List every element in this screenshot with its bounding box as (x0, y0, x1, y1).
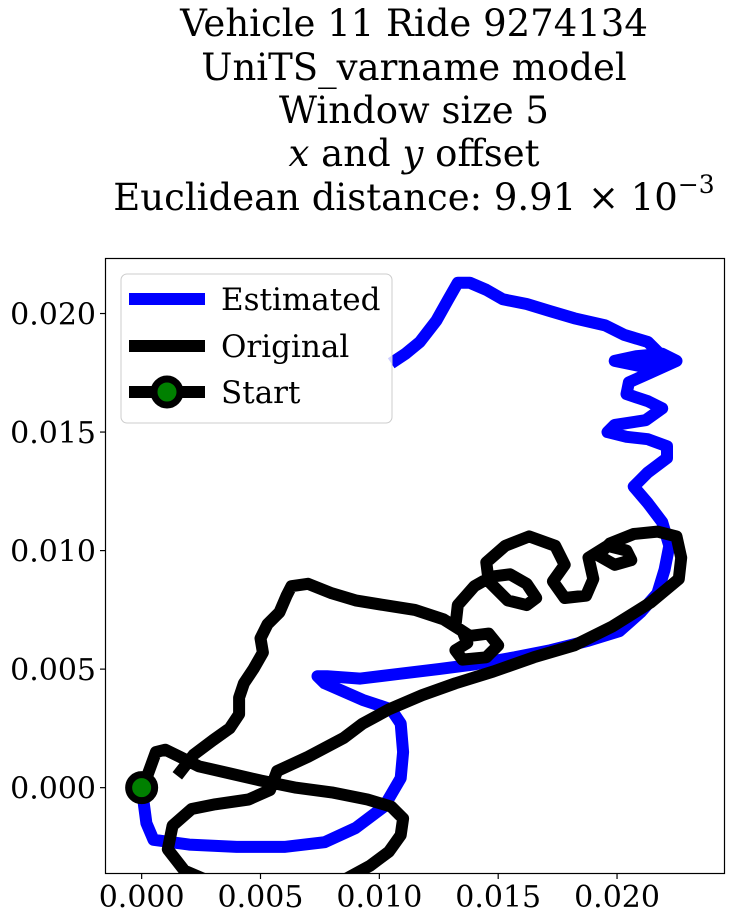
legend-box (120, 273, 393, 424)
title-offset: offset (423, 132, 539, 175)
series-layer (125, 276, 688, 873)
x-tick-label: 0.020 (574, 880, 660, 915)
legend-start-marker (150, 375, 184, 409)
x-tick-label: 0.005 (218, 880, 304, 915)
title-line-1: Vehicle 11 Ride 9274134 (179, 2, 648, 45)
y-axis: 0.000 0.005 0.010 0.015 0.020 (10, 298, 106, 807)
title-y-var: y (401, 132, 425, 175)
x-tick-label: 0.010 (336, 880, 422, 915)
y-tick-label: 0.020 (10, 298, 96, 333)
title-line-5: Euclidean distance: 9.91 × 10−3 (113, 170, 714, 219)
series-line-original (136, 525, 688, 873)
x-axis: 0.000 0.005 0.010 0.015 0.020 (99, 873, 660, 915)
title-line-2: UniTS_varname model (201, 46, 626, 90)
x-tick-label: 0.000 (99, 880, 185, 915)
legend-estimated-label: Estimated (221, 282, 380, 318)
plot-area: 0.000 0.005 0.010 0.015 0.020 0.000 0.005 0.01… (10, 257, 726, 915)
chart-title: Vehicle 11 Ride 9274134 UniTS_varname mo… (113, 2, 714, 219)
legend-original-label: Original (221, 329, 349, 365)
title-distance: Euclidean distance: 9.91 × 10 (113, 176, 678, 219)
title-line-3: Window size 5 (279, 89, 549, 132)
title-x-var: x (289, 132, 310, 175)
x-tick-label: 0.015 (455, 880, 541, 915)
y-tick-label: 0.000 (10, 772, 96, 807)
title-and: and (309, 132, 402, 175)
plot-frame (104, 257, 726, 875)
y-tick-label: 0.015 (10, 416, 96, 451)
title-line-4: x and y offset (289, 132, 540, 175)
y-tick-label: 0.010 (10, 535, 96, 570)
y-tick-label: 0.005 (10, 653, 96, 688)
series-line-estimated (135, 276, 683, 853)
start-marker (125, 771, 159, 805)
legend: Estimated Original Start (120, 273, 393, 424)
legend-start-label: Start (221, 375, 301, 411)
title-exponent: −3 (678, 170, 715, 199)
